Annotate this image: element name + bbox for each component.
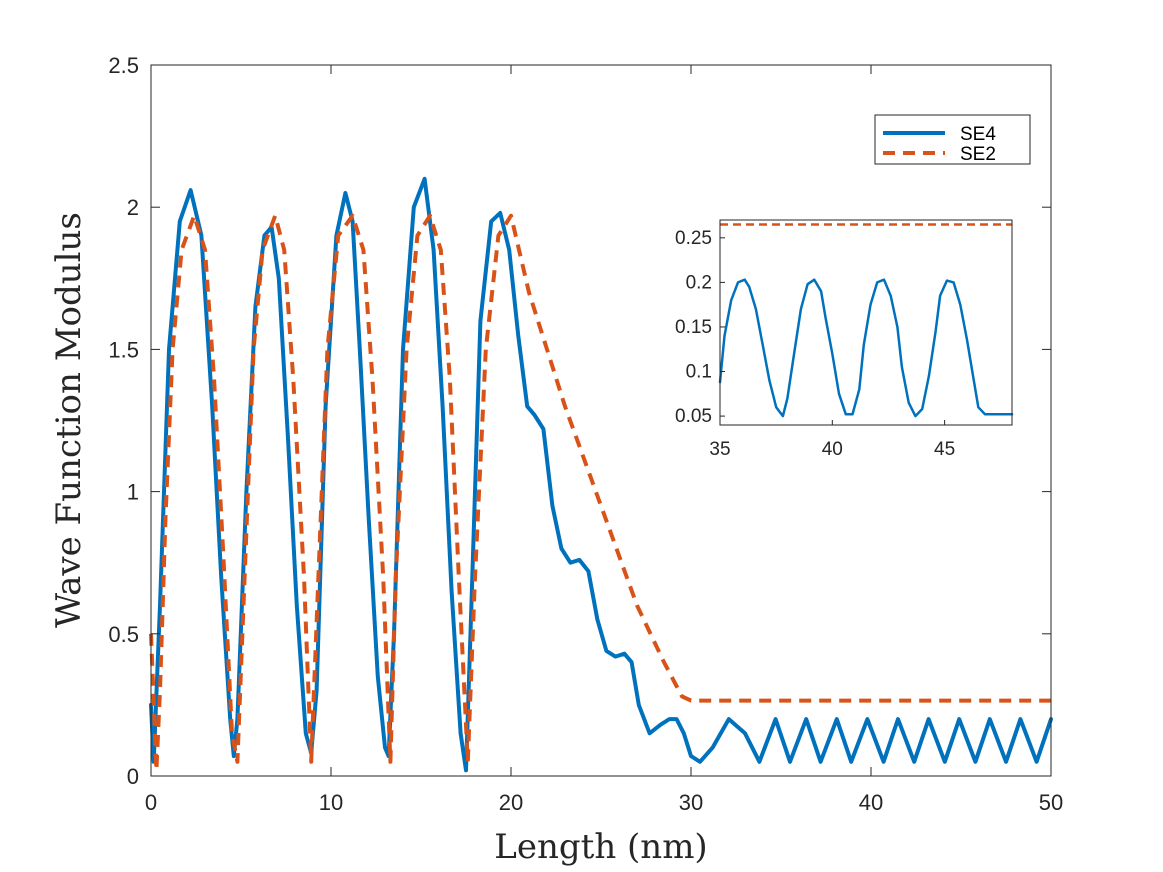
inset-series-lines xyxy=(718,223,1014,418)
main-x-tick-label: 30 xyxy=(679,790,703,815)
legend-se4-label: SE4 xyxy=(960,124,996,145)
main-ticks: 0 10 20 30 40 50 0 0.5 1 1.5 2 2.5 xyxy=(108,53,1063,815)
inset-axes xyxy=(719,219,1013,426)
main-se2-line xyxy=(149,213,1051,773)
main-y-tick-label: 2.5 xyxy=(108,53,139,78)
inset-y-tick-label: 0.2 xyxy=(686,272,712,293)
inset-x-tick-label: 45 xyxy=(934,439,955,460)
inset-y-tick-label: 0.25 xyxy=(675,228,712,249)
main-y-tick-label: 0 xyxy=(127,764,139,789)
inset-ticks: 35 40 45 0.05 0.1 0.15 0.2 0.25 xyxy=(675,228,955,460)
main-y-tick-label: 0.5 xyxy=(108,622,139,647)
main-plot: 0 10 20 30 40 50 0 0.5 1 1.5 2 2.5 xyxy=(108,53,1063,815)
inset-axes-frame xyxy=(719,219,1013,426)
inset-y-tick-label: 0.15 xyxy=(675,317,712,338)
inset-se4-line xyxy=(718,278,1014,418)
legend-se2-label: SE2 xyxy=(960,144,996,165)
main-y-tick-label: 2 xyxy=(127,195,139,220)
main-y-tick-label: 1 xyxy=(127,480,139,505)
main-se4-line xyxy=(149,176,1053,773)
main-x-tick-label: 0 xyxy=(145,790,157,815)
main-series-lines xyxy=(149,176,1053,773)
main-x-tick-label: 40 xyxy=(859,790,883,815)
main-y-tick-label: 1.5 xyxy=(108,337,139,362)
x-axis-label: Length (nm) xyxy=(494,827,707,867)
main-axes-frame xyxy=(150,64,1052,777)
inset-x-tick-label: 35 xyxy=(709,439,730,460)
legend-box xyxy=(874,114,1031,165)
inset-y-tick-label: 0.1 xyxy=(686,362,712,383)
inset-y-tick-label: 0.05 xyxy=(675,406,712,427)
inset-background xyxy=(720,220,1012,425)
inset-x-tick-label: 40 xyxy=(822,439,843,460)
inset-plot: 35 40 45 0.05 0.1 0.15 0.2 0.25 xyxy=(675,219,1014,460)
main-x-tick-label: 10 xyxy=(319,790,343,815)
y-axis-label: Wave Function Modulus xyxy=(49,212,89,628)
main-x-tick-label: 50 xyxy=(1039,790,1063,815)
main-x-tick-label: 20 xyxy=(499,790,523,815)
legend: SE4 SE2 xyxy=(874,114,1031,165)
main-axes xyxy=(150,64,1052,777)
